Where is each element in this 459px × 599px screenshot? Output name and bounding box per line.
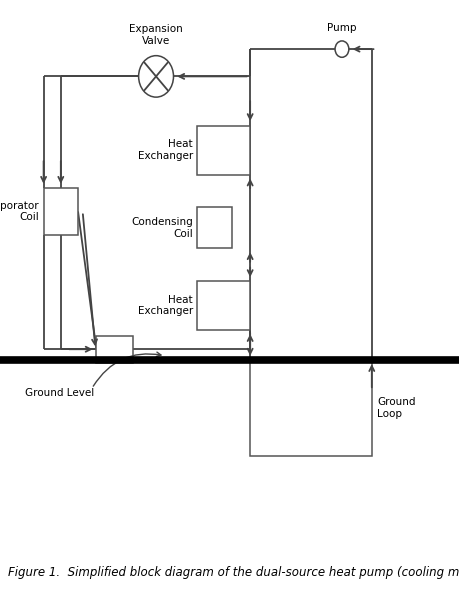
Circle shape xyxy=(335,41,349,58)
Bar xyxy=(197,281,250,330)
Text: Evaporator
Coil: Evaporator Coil xyxy=(0,201,39,222)
Circle shape xyxy=(139,56,174,97)
Text: Ground Level: Ground Level xyxy=(25,388,95,398)
Text: Expansion
Valve: Expansion Valve xyxy=(129,24,183,46)
Text: Pump: Pump xyxy=(327,23,357,33)
Text: Heat
Exchanger: Heat Exchanger xyxy=(138,295,193,316)
Text: Condensing
Coil: Condensing Coil xyxy=(131,217,193,238)
Text: Figure 1.  Simplified block diagram of the dual-source heat pump (cooling mode s: Figure 1. Simplified block diagram of th… xyxy=(8,566,459,579)
Bar xyxy=(197,207,232,249)
Bar xyxy=(96,335,133,363)
Bar xyxy=(44,188,78,235)
Bar xyxy=(197,126,250,175)
Bar xyxy=(250,360,372,456)
Text: Heat
Exchanger: Heat Exchanger xyxy=(138,139,193,161)
Text: Ground
Loop: Ground Loop xyxy=(377,397,416,419)
